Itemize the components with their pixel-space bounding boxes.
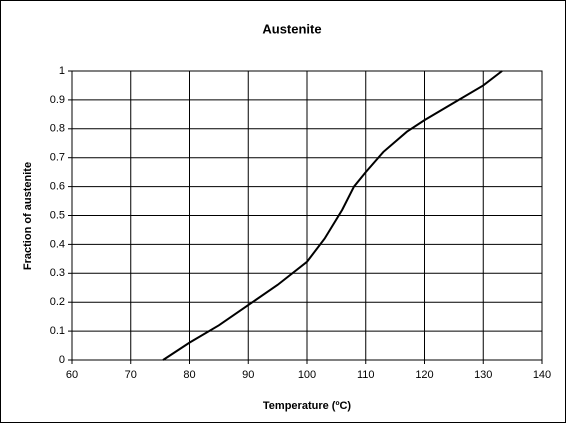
chart-title: Austenite bbox=[262, 21, 321, 36]
y-tick-label: 0.2 bbox=[50, 296, 65, 308]
y-axis-label: Fraction of austenite bbox=[22, 162, 34, 270]
x-tick-label: 90 bbox=[242, 369, 254, 381]
x-tick-label: 70 bbox=[125, 369, 137, 381]
y-tick-label: 0.1 bbox=[50, 325, 65, 337]
y-tick-label: 0.6 bbox=[50, 181, 65, 193]
y-tick-label: 1 bbox=[59, 65, 65, 77]
y-tick-label: 0.5 bbox=[50, 209, 65, 221]
y-tick-label: 0.7 bbox=[50, 152, 65, 164]
line-series bbox=[162, 70, 503, 361]
y-tick-label: 0 bbox=[59, 354, 65, 366]
x-tick-label: 130 bbox=[474, 369, 492, 381]
y-tick-label: 0.3 bbox=[50, 267, 65, 279]
x-axis-label: Temperature (ºC) bbox=[263, 400, 351, 412]
y-tick-label: 0.8 bbox=[50, 123, 65, 135]
x-tick-label: 80 bbox=[183, 369, 195, 381]
x-tick-label: 140 bbox=[533, 369, 551, 381]
x-tick-label: 120 bbox=[415, 369, 433, 381]
plot-border bbox=[71, 70, 543, 361]
x-tick-label: 100 bbox=[298, 369, 316, 381]
y-tick-label: 0.9 bbox=[50, 94, 65, 106]
y-tick-label: 0.4 bbox=[50, 238, 65, 250]
x-tick-label: 110 bbox=[357, 369, 375, 381]
x-tick-label: 60 bbox=[66, 369, 78, 381]
